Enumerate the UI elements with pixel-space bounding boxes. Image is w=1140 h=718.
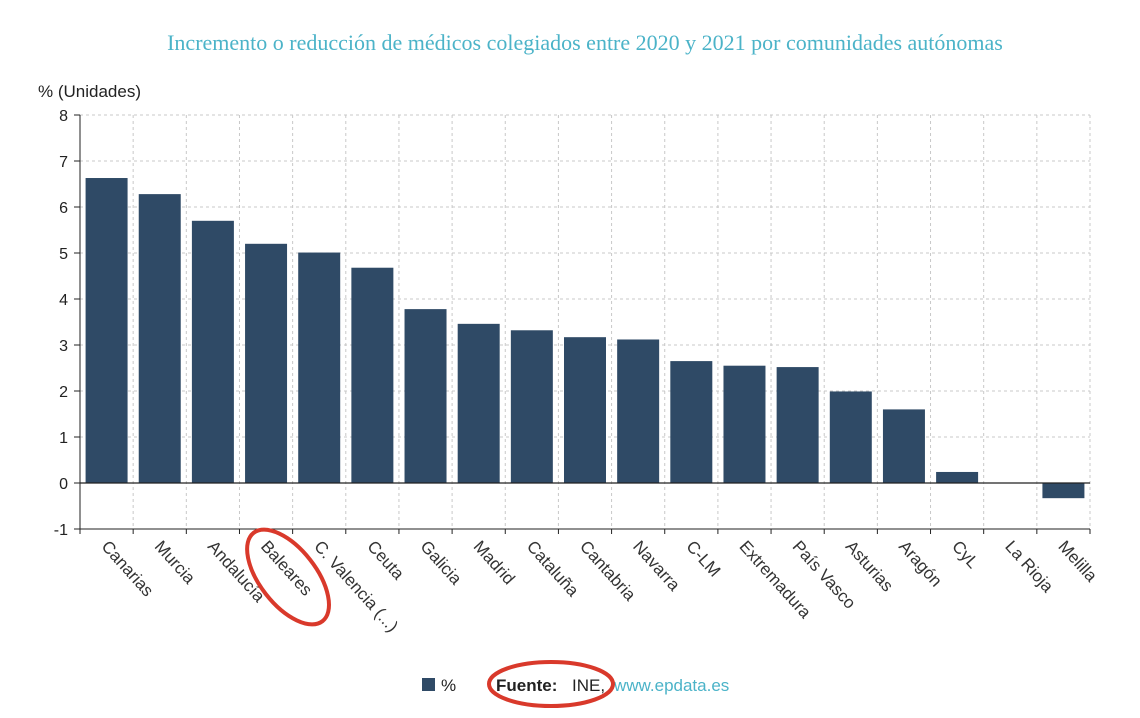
y-tick-labels: -1 0 1 2 3 4 5 6 7 8 <box>54 108 68 539</box>
highlight-ellipse-source <box>487 660 615 708</box>
y-tick-label: 8 <box>59 108 68 125</box>
bar-arag-n <box>882 409 925 483</box>
y-tick-label: 3 <box>59 338 68 355</box>
chart-title: Incremento o reducción de médicos colegi… <box>167 30 1003 55</box>
bar-extremadura <box>723 365 766 483</box>
bar-melilla <box>1042 483 1085 499</box>
x-tick-label: Cataluña <box>523 537 583 601</box>
y-tick-label: 2 <box>59 384 68 401</box>
legend-label: % <box>441 676 456 695</box>
source-text: INE, <box>572 676 605 695</box>
x-tick-label: Asturias <box>842 537 897 595</box>
bar-cantabria <box>564 337 606 483</box>
source-link[interactable]: www.epdata.es <box>613 676 729 695</box>
bar-baleares <box>245 243 288 483</box>
bar-catalu-a <box>510 330 553 483</box>
bar-pa-s-vasco <box>776 367 819 483</box>
y-tick-label: 4 <box>59 292 68 309</box>
x-tick-label: Melilla <box>1054 537 1101 586</box>
y-tick-label: 7 <box>59 154 68 171</box>
axes <box>74 114 1091 534</box>
bar-galicia <box>404 309 447 483</box>
y-axis-label: % (Unidades) <box>38 82 141 101</box>
x-tick-label: Cantabria <box>576 537 640 605</box>
x-tick-label: La Rioja <box>1001 537 1057 596</box>
x-tick-label: C-LM <box>682 537 724 581</box>
bar-cyl <box>936 471 979 483</box>
x-tick-label: Ceuta <box>363 537 408 584</box>
y-tick-label: 5 <box>59 246 68 263</box>
bar-asturias <box>829 391 872 483</box>
x-tick-label: Murcia <box>151 537 200 588</box>
legend-swatch <box>422 678 435 691</box>
x-tick-label: Navarra <box>629 537 684 595</box>
highlight-ellipse-category <box>245 527 331 627</box>
bar-madrid <box>457 323 500 483</box>
x-tick-label: Madrid <box>470 537 519 588</box>
source-label: Fuente: <box>496 676 557 695</box>
x-tick-label: Aragón <box>895 537 946 590</box>
bar-murcia <box>138 194 181 483</box>
bar-ceuta <box>351 267 394 483</box>
bar-canarias <box>85 178 128 483</box>
x-tick-label: Galicia <box>417 537 466 589</box>
footer: % Fuente: INE, www.epdata.es <box>422 660 729 708</box>
bar-andaluc-a <box>191 220 234 484</box>
x-tick-label: Canarias <box>98 537 158 600</box>
x-tick-label: CyL <box>948 537 982 572</box>
y-tick-label: 0 <box>59 476 68 493</box>
bar-navarra <box>617 339 660 483</box>
bar-c-lm <box>670 361 713 483</box>
bars <box>85 178 1085 499</box>
y-tick-label: 1 <box>59 430 68 447</box>
y-tick-label: 6 <box>59 200 68 217</box>
y-tick-label: -1 <box>54 522 68 539</box>
bar-c-valencia <box>298 252 341 483</box>
